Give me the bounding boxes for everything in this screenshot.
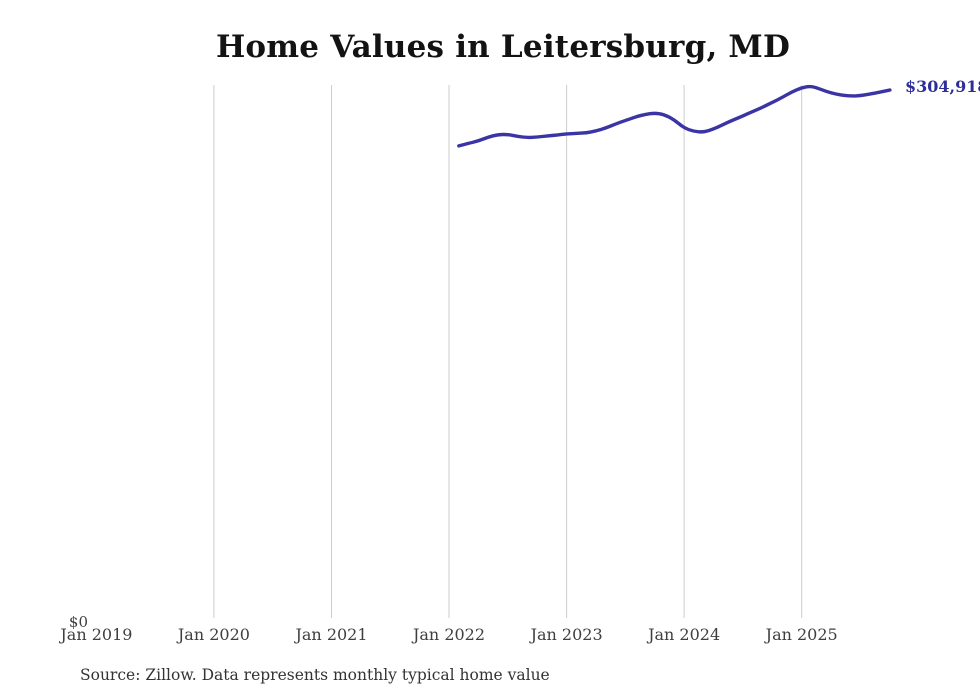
source-note: Source: Zillow. Data represents monthly … bbox=[80, 666, 550, 684]
x-tick-label: Jan 2023 bbox=[530, 625, 603, 644]
end-value-label: $304,918 bbox=[905, 77, 980, 96]
chart-title: Home Values in Leitersburg, MD bbox=[215, 29, 791, 65]
x-tick-label: Jan 2021 bbox=[295, 625, 368, 644]
year-gridlines bbox=[213, 85, 803, 618]
x-tick-label: Jan 2020 bbox=[177, 625, 250, 644]
x-tick-label: Jan 2025 bbox=[765, 625, 838, 644]
x-tick-label: Jan 2022 bbox=[412, 625, 486, 644]
y-axis-zero-label: $0 bbox=[68, 613, 88, 631]
x-tick-label: Jan 2024 bbox=[648, 625, 721, 644]
x-tick-label: Jan 2019 bbox=[60, 625, 133, 644]
home-value-line bbox=[457, 84, 892, 148]
